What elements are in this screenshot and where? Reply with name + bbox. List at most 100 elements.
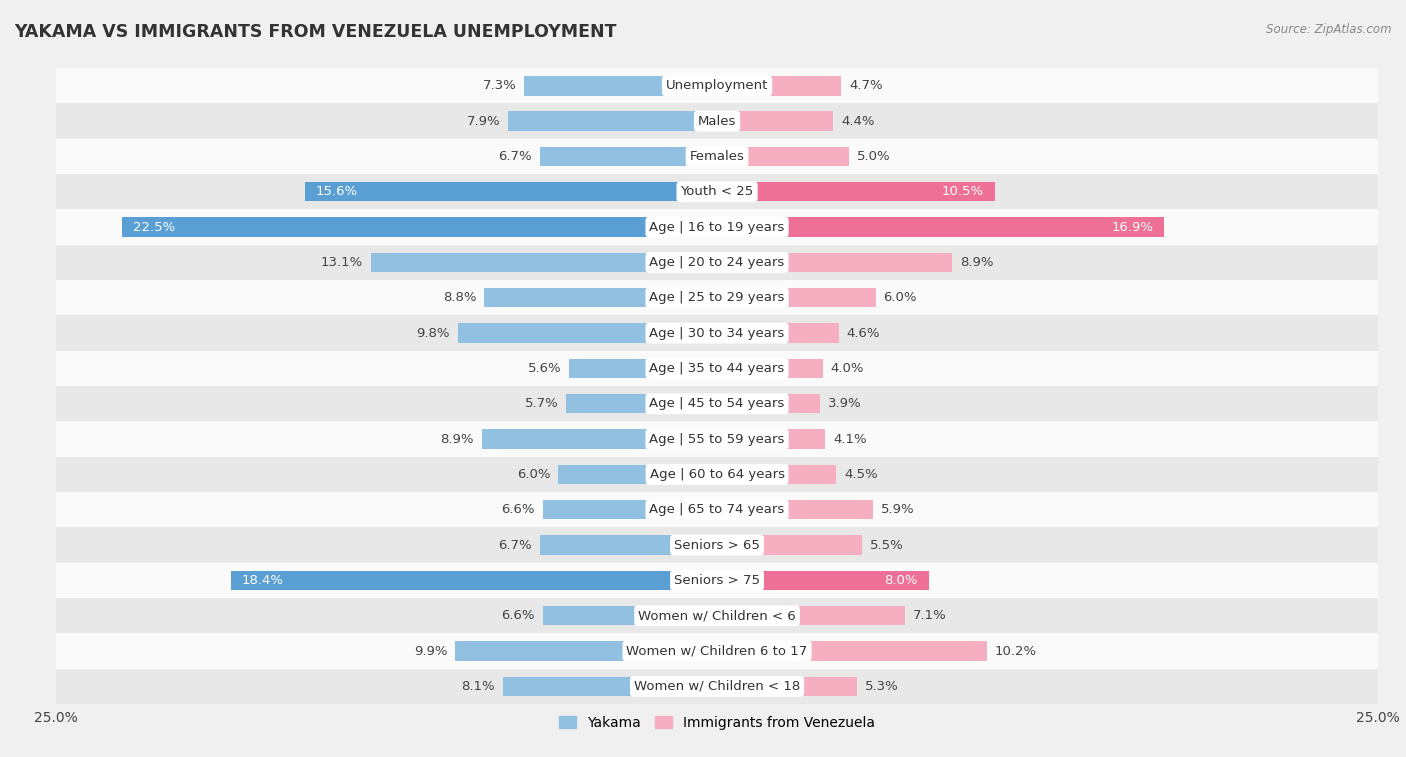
Bar xyxy=(56,528,1378,562)
Text: Age | 30 to 34 years: Age | 30 to 34 years xyxy=(650,326,785,340)
Bar xyxy=(717,76,841,95)
Text: 4.1%: 4.1% xyxy=(834,432,868,446)
Bar xyxy=(56,174,1378,210)
Text: 10.5%: 10.5% xyxy=(942,185,984,198)
Text: 5.6%: 5.6% xyxy=(527,362,561,375)
Bar xyxy=(231,571,717,590)
Bar xyxy=(543,606,717,625)
Bar xyxy=(56,456,1378,492)
Bar xyxy=(717,394,820,413)
Bar xyxy=(717,500,873,519)
Text: Age | 55 to 59 years: Age | 55 to 59 years xyxy=(650,432,785,446)
Text: Women w/ Children 6 to 17: Women w/ Children 6 to 17 xyxy=(627,644,807,658)
Bar xyxy=(482,429,717,449)
Text: Seniors > 65: Seniors > 65 xyxy=(673,538,761,552)
Text: YAKAMA VS IMMIGRANTS FROM VENEZUELA UNEMPLOYMENT: YAKAMA VS IMMIGRANTS FROM VENEZUELA UNEM… xyxy=(14,23,617,41)
Text: 4.0%: 4.0% xyxy=(831,362,865,375)
Bar xyxy=(56,386,1378,422)
Bar xyxy=(717,253,952,273)
Text: Males: Males xyxy=(697,114,737,128)
Text: 8.9%: 8.9% xyxy=(960,256,994,269)
Text: 10.2%: 10.2% xyxy=(994,644,1036,658)
Bar xyxy=(717,465,837,484)
Bar xyxy=(569,359,717,378)
Bar xyxy=(305,182,717,201)
Bar xyxy=(56,139,1378,174)
Bar xyxy=(543,500,717,519)
Bar xyxy=(56,68,1378,104)
Bar xyxy=(456,641,717,661)
Text: 13.1%: 13.1% xyxy=(321,256,363,269)
Text: Females: Females xyxy=(689,150,745,163)
Bar xyxy=(717,606,904,625)
Text: 4.7%: 4.7% xyxy=(849,79,883,92)
Text: Source: ZipAtlas.com: Source: ZipAtlas.com xyxy=(1267,23,1392,36)
Bar xyxy=(717,535,862,555)
Legend: Yakama, Immigrants from Venezuela: Yakama, Immigrants from Venezuela xyxy=(554,710,880,735)
Bar xyxy=(56,598,1378,634)
Text: 6.6%: 6.6% xyxy=(501,503,534,516)
Bar xyxy=(508,111,717,131)
Bar xyxy=(717,677,858,696)
Bar xyxy=(56,245,1378,280)
Bar xyxy=(56,210,1378,245)
Text: 4.4%: 4.4% xyxy=(841,114,875,128)
Text: 9.9%: 9.9% xyxy=(413,644,447,658)
Text: Seniors > 75: Seniors > 75 xyxy=(673,574,761,587)
Text: 5.9%: 5.9% xyxy=(882,503,914,516)
Text: 6.0%: 6.0% xyxy=(883,291,917,304)
Text: Age | 16 to 19 years: Age | 16 to 19 years xyxy=(650,220,785,234)
Bar xyxy=(458,323,717,343)
Text: 16.9%: 16.9% xyxy=(1111,220,1153,234)
Text: Women w/ Children < 6: Women w/ Children < 6 xyxy=(638,609,796,622)
Bar xyxy=(56,562,1378,598)
Text: Age | 25 to 29 years: Age | 25 to 29 years xyxy=(650,291,785,304)
Bar xyxy=(567,394,717,413)
Text: Women w/ Children < 18: Women w/ Children < 18 xyxy=(634,680,800,693)
Bar xyxy=(717,111,834,131)
Bar xyxy=(122,217,717,237)
Text: Age | 35 to 44 years: Age | 35 to 44 years xyxy=(650,362,785,375)
Text: 5.3%: 5.3% xyxy=(865,680,898,693)
Text: 8.1%: 8.1% xyxy=(461,680,495,693)
Text: 7.3%: 7.3% xyxy=(482,79,516,92)
Bar xyxy=(371,253,717,273)
Bar xyxy=(717,288,876,307)
Text: 8.9%: 8.9% xyxy=(440,432,474,446)
Text: Age | 65 to 74 years: Age | 65 to 74 years xyxy=(650,503,785,516)
Bar xyxy=(717,147,849,167)
Bar xyxy=(717,182,994,201)
Text: 9.8%: 9.8% xyxy=(416,326,450,340)
Text: 8.8%: 8.8% xyxy=(443,291,477,304)
Text: 4.6%: 4.6% xyxy=(846,326,880,340)
Bar xyxy=(717,429,825,449)
Bar xyxy=(56,634,1378,668)
Bar xyxy=(540,535,717,555)
Text: 18.4%: 18.4% xyxy=(242,574,283,587)
Text: 7.1%: 7.1% xyxy=(912,609,946,622)
Text: Youth < 25: Youth < 25 xyxy=(681,185,754,198)
Bar xyxy=(717,323,838,343)
Text: 5.5%: 5.5% xyxy=(870,538,904,552)
Bar xyxy=(56,104,1378,139)
Text: 6.6%: 6.6% xyxy=(501,609,534,622)
Bar xyxy=(56,422,1378,456)
Text: 22.5%: 22.5% xyxy=(134,220,176,234)
Bar xyxy=(717,217,1164,237)
Bar xyxy=(56,492,1378,528)
Text: 6.7%: 6.7% xyxy=(498,150,531,163)
Text: 4.5%: 4.5% xyxy=(844,468,877,481)
Bar xyxy=(56,668,1378,704)
Bar xyxy=(56,350,1378,386)
Bar xyxy=(540,147,717,167)
Bar xyxy=(717,359,823,378)
Text: 5.7%: 5.7% xyxy=(524,397,558,410)
Text: 5.0%: 5.0% xyxy=(858,150,891,163)
Text: Unemployment: Unemployment xyxy=(666,79,768,92)
Bar xyxy=(524,76,717,95)
Bar xyxy=(56,280,1378,316)
Text: 3.9%: 3.9% xyxy=(828,397,862,410)
Text: 15.6%: 15.6% xyxy=(315,185,357,198)
Text: 6.7%: 6.7% xyxy=(498,538,531,552)
Text: 7.9%: 7.9% xyxy=(467,114,501,128)
